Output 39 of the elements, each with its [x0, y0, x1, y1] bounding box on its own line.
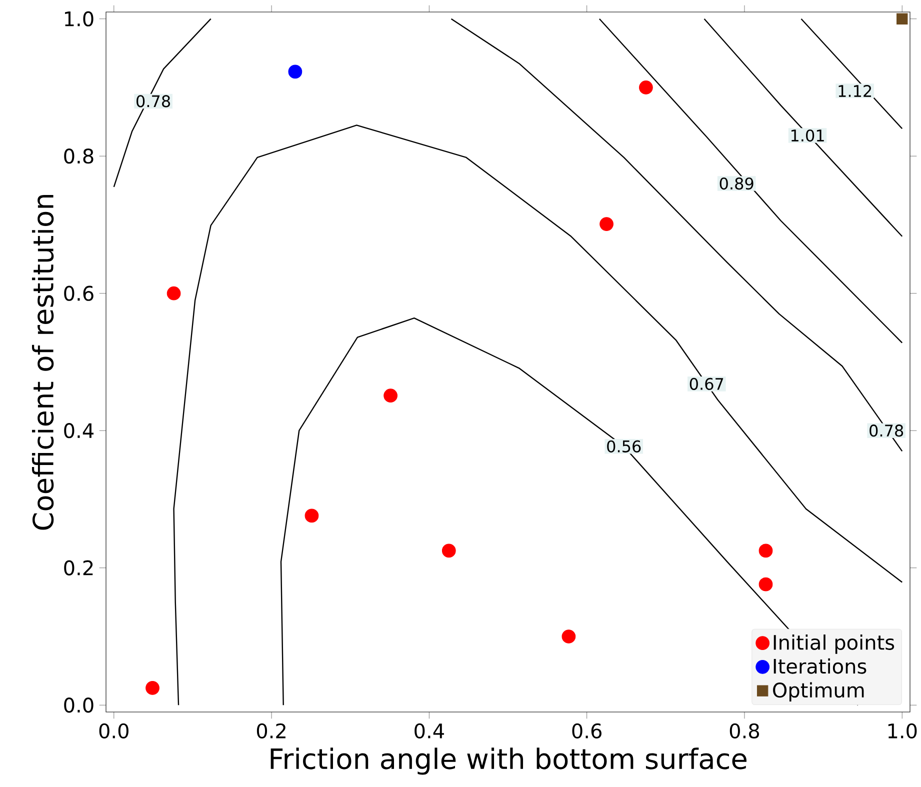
x-axis-title: Friction angle with bottom surface — [270, 748, 746, 775]
annotation: 0.67 — [690, 378, 724, 390]
annotation: 0.78 — [136, 95, 170, 108]
point — [442, 544, 456, 558]
legend-label: Iterations — [774, 658, 866, 674]
point — [758, 577, 773, 592]
point — [639, 80, 653, 94]
annotation: 0.78 — [870, 424, 904, 437]
y-tick-label: 0.6 — [64, 286, 94, 301]
y-tick-label: 0.2 — [64, 560, 93, 576]
x-tick-label: 1.0 — [888, 723, 917, 738]
y-tick-label: 1.0 — [65, 11, 94, 26]
point — [146, 681, 160, 695]
x-tick-label: 0.6 — [572, 723, 602, 738]
point — [896, 13, 908, 24]
line-series — [173, 124, 903, 706]
y-tick-label: 0.0 — [64, 698, 94, 713]
y-tick-label: 0.4 — [64, 423, 94, 438]
y-axis-title: Coefficient of restitution — [32, 194, 54, 530]
line-series — [450, 18, 903, 452]
line-series — [113, 18, 212, 188]
point — [384, 388, 398, 403]
point — [600, 217, 614, 231]
legend-label: Optimum — [773, 682, 864, 702]
point — [562, 630, 576, 644]
annotation: 0.89 — [720, 178, 754, 190]
y-tick-label: 0.8 — [64, 148, 94, 164]
x-tick-label: 0.4 — [414, 723, 444, 738]
annotation: 1.12 — [838, 84, 872, 97]
x-tick-label: 0.2 — [256, 723, 286, 738]
point — [304, 508, 319, 523]
point — [758, 544, 773, 558]
legend-label: Initial points — [774, 634, 894, 654]
point — [166, 286, 181, 300]
line-series — [598, 18, 903, 344]
x-tick-label: 0.0 — [99, 723, 128, 738]
x-tick-label: 0.8 — [730, 723, 760, 738]
annotation: 1.01 — [791, 129, 824, 142]
point — [288, 64, 302, 79]
